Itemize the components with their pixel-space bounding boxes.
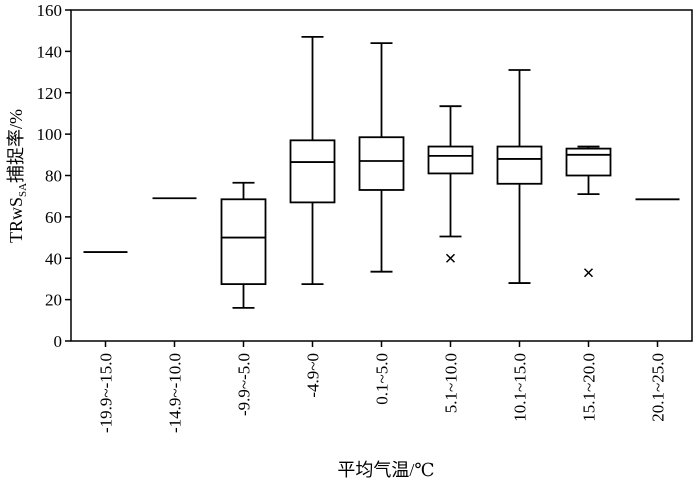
x-tick-label: 5.1~10.0 <box>442 353 461 413</box>
iqr-box <box>496 145 543 185</box>
outlier-stroke <box>583 268 594 278</box>
outlier-stroke <box>445 253 456 263</box>
y-tick-label: 80 <box>45 167 62 186</box>
y-tick-label: 160 <box>37 1 63 20</box>
box-3 <box>220 181 267 309</box>
y-axis: 0 20 40 60 80 100 120 140 160 <box>37 1 71 351</box>
x-tick-label: 0.1~5.0 <box>373 353 392 405</box>
outlier-marker <box>445 253 456 263</box>
iqr-box <box>358 136 405 191</box>
iqr-box <box>220 198 267 286</box>
y-tick-label: 100 <box>37 125 63 144</box>
boxes <box>83 35 680 309</box>
y-tick-label: 40 <box>45 249 62 268</box>
x-tick-label: -14.9~-10.0 <box>166 353 185 433</box>
iqr-box <box>565 147 612 177</box>
box-8 <box>565 145 612 278</box>
x-tick-label: 15.1~20.0 <box>580 353 599 422</box>
y-axis-title-suffix: 捕捉率/% <box>6 109 26 183</box>
x-tick-label: -9.9~-5.0 <box>235 353 254 416</box>
x-tick-label: -19.9~-15.0 <box>97 353 116 433</box>
y-axis-title: TRwSSA捕捉率/% <box>6 109 29 243</box>
y-axis-title-main: TRwS <box>6 197 26 243</box>
box-5 <box>358 42 405 273</box>
x-tick-label: 20.1~25.0 <box>649 353 668 422</box>
y-tick-label: 20 <box>45 291 62 310</box>
box-4 <box>289 35 336 286</box>
iqr-box <box>427 145 474 175</box>
iqr-box <box>289 139 336 204</box>
x-axis-title: 平均气温/℃ <box>337 460 434 480</box>
x-tick-label: 10.1~15.0 <box>511 353 530 422</box>
box-6 <box>427 105 474 263</box>
outlier-marker <box>583 268 594 278</box>
x-tick-label: -4.9~0 <box>304 353 323 398</box>
x-axis: -19.9~-15.0 -14.9~-10.0 -9.9~-5.0 -4.9~0 0.1… <box>97 341 668 433</box>
y-tick-label: 0 <box>54 332 63 351</box>
y-tick-label: 120 <box>37 84 63 103</box>
y-tick-label: 140 <box>37 42 63 61</box>
box-7 <box>496 69 543 284</box>
y-tick-label: 60 <box>45 208 62 227</box>
y-axis-title-subscript: SA <box>17 183 29 197</box>
